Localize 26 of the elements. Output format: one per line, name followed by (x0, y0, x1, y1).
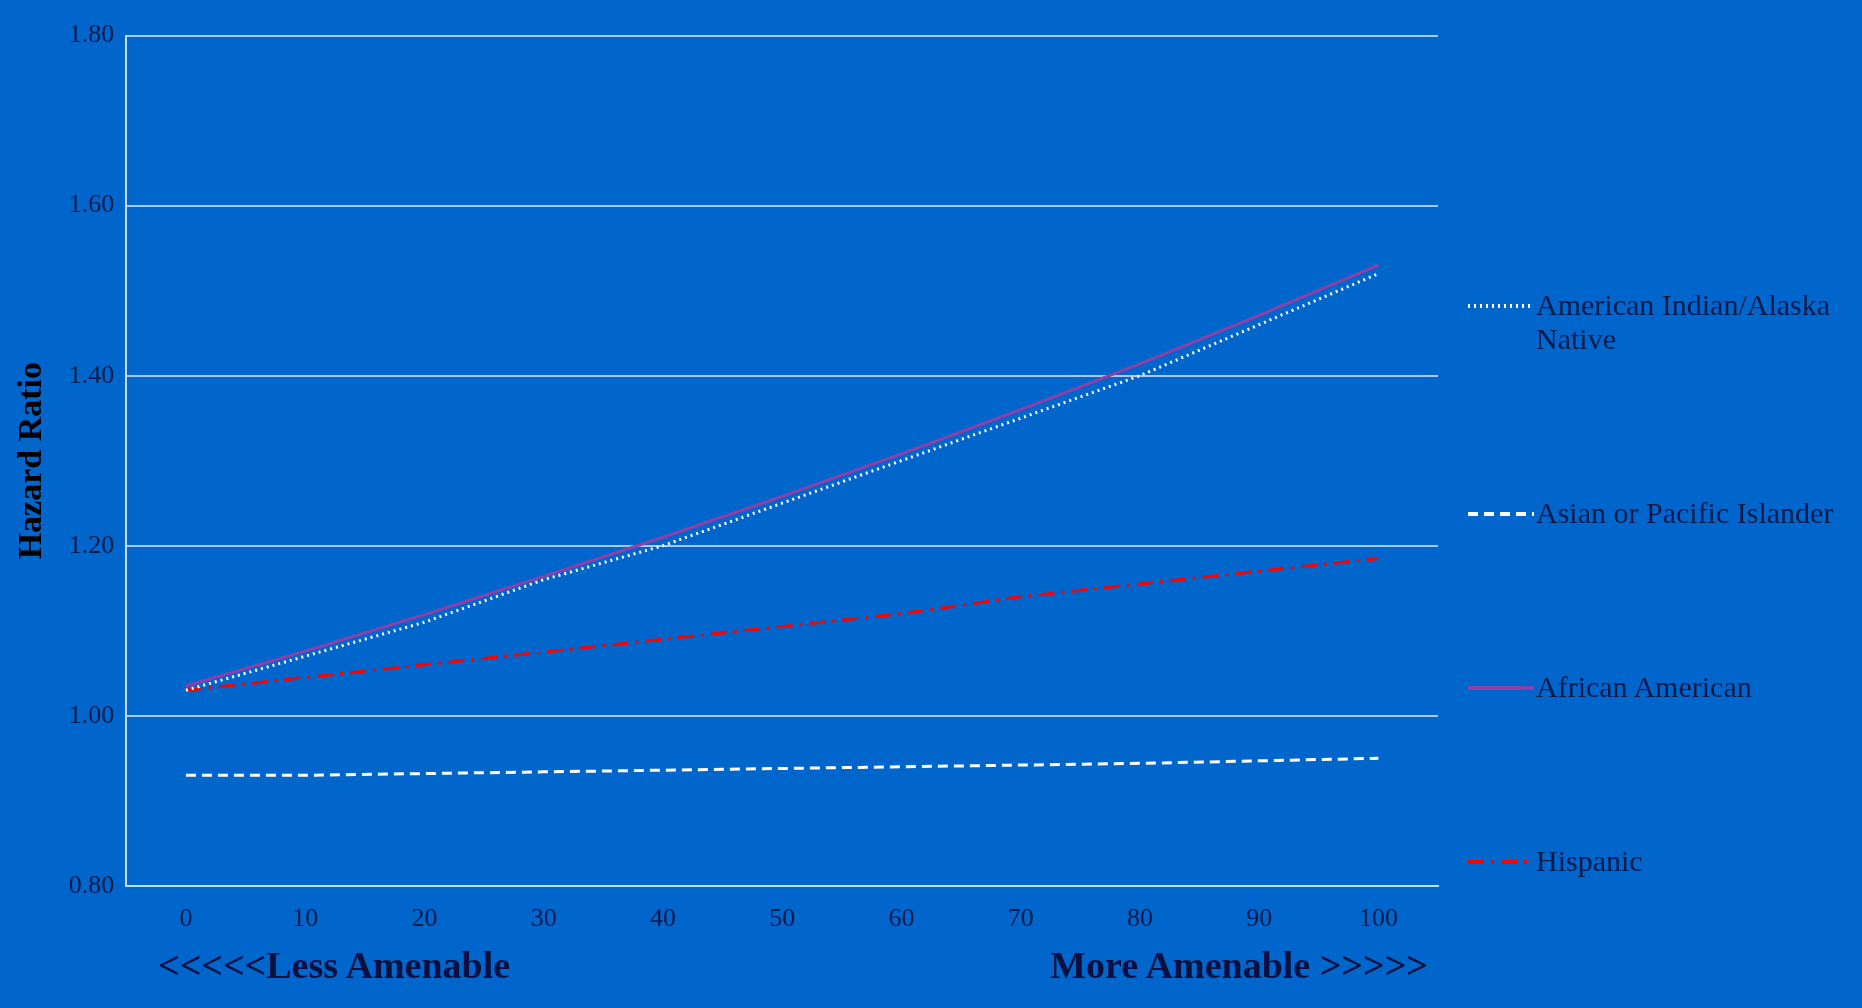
legend-label: Hispanic (1536, 844, 1643, 878)
x-tick-label: 70 (1007, 903, 1034, 933)
x-tick-label: 90 (1246, 903, 1273, 933)
y-axis-title: Hazard Ratio (11, 362, 49, 560)
y-tick-label: 1.00 (68, 699, 115, 729)
y-tick-label: 1.40 (68, 359, 115, 389)
legend-label: Asian or Pacific Islander (1536, 496, 1834, 530)
x-tick-label: 80 (1126, 903, 1153, 933)
line-series (184, 756, 1380, 777)
x-tick-label: 50 (769, 903, 796, 933)
x-tick-label: 10 (292, 903, 319, 933)
text: <<<<<Less Amenable (158, 943, 511, 987)
y-tick-label: 1.20 (68, 529, 115, 559)
x-tick-label: 60 (888, 903, 915, 933)
legend-label: African American (1536, 670, 1752, 704)
x-tick-label: 0 (179, 903, 193, 933)
legend-label: American Indian/Alaska Native (1536, 288, 1832, 356)
x-tick-label: 20 (411, 903, 438, 933)
text: More Amenable >>>>> (1050, 943, 1428, 987)
y-tick-label: 0.80 (68, 869, 115, 899)
line-series (184, 556, 1380, 692)
x-tick-label: 40 (649, 903, 676, 933)
x-tick-label: 100 (1358, 903, 1398, 933)
y-tick-label: 1.80 (68, 19, 115, 49)
x-tick-label: 30 (530, 903, 557, 933)
y-tick-label: 1.60 (68, 189, 115, 219)
